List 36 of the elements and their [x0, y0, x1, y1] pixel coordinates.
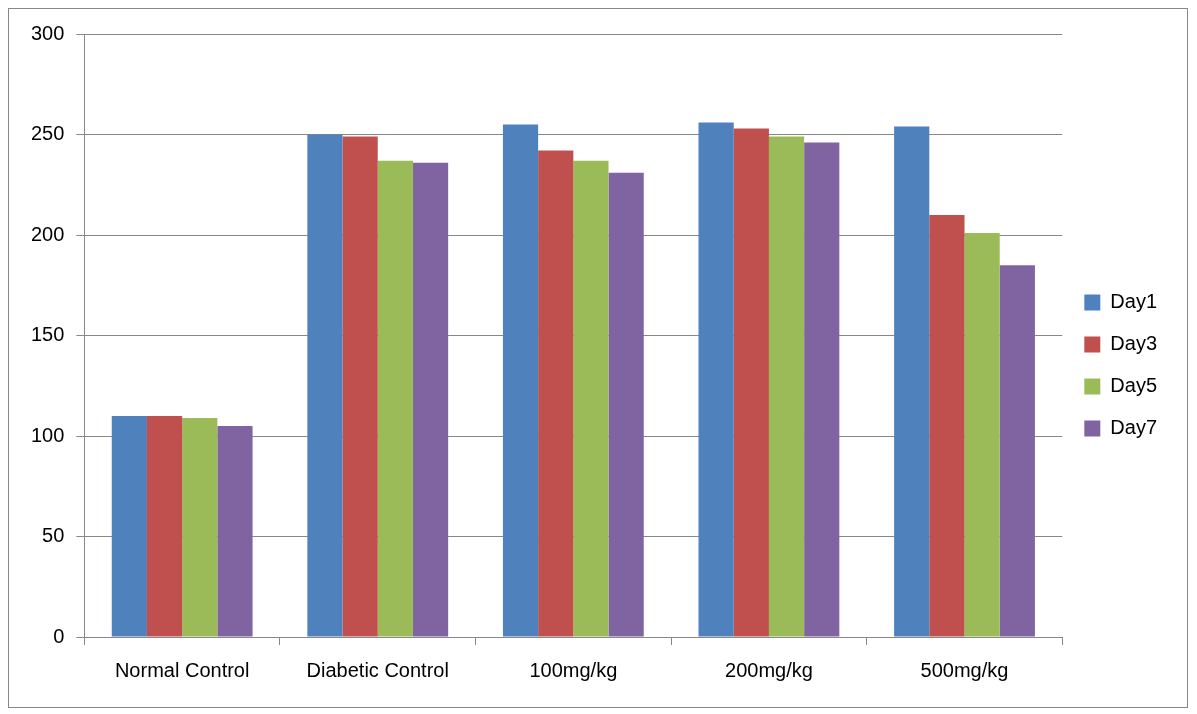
bar [377, 160, 413, 637]
x-tick-label: Normal Control [114, 658, 250, 681]
legend-label: Day3 [1110, 332, 1158, 355]
bar [804, 142, 840, 637]
x-tick-label: 500mg/kg [920, 658, 1009, 681]
bar [538, 150, 574, 637]
y-tick-label: 100 [30, 423, 65, 446]
x-tick-label: 100mg/kg [529, 658, 618, 681]
bar [217, 425, 253, 637]
x-tick-label: Diabetic Control [306, 658, 449, 681]
y-tick-label: 300 [30, 21, 65, 44]
bar [342, 136, 378, 637]
bar [894, 126, 930, 637]
y-tick-label: 150 [30, 323, 65, 346]
y-tick-label: 0 [53, 624, 65, 647]
bar [733, 128, 769, 637]
bar [964, 232, 1000, 637]
bar [999, 265, 1035, 637]
bar [768, 136, 805, 637]
bar [573, 160, 609, 637]
bar [608, 172, 644, 637]
bar [307, 134, 343, 637]
bar [502, 124, 539, 637]
x-tick-label: 200mg/kg [725, 658, 813, 681]
bar [698, 122, 734, 637]
y-tick-label: 50 [42, 524, 65, 547]
bar [182, 417, 218, 637]
bar [111, 415, 147, 637]
legend-label: Day5 [1110, 374, 1158, 397]
y-tick-label: 200 [30, 222, 65, 245]
legend-label: Day7 [1110, 416, 1158, 439]
bar [412, 162, 449, 637]
bar [929, 214, 965, 637]
bar [146, 415, 183, 637]
y-tick-label: 250 [30, 122, 65, 145]
legend-label: Day1 [1110, 290, 1158, 313]
